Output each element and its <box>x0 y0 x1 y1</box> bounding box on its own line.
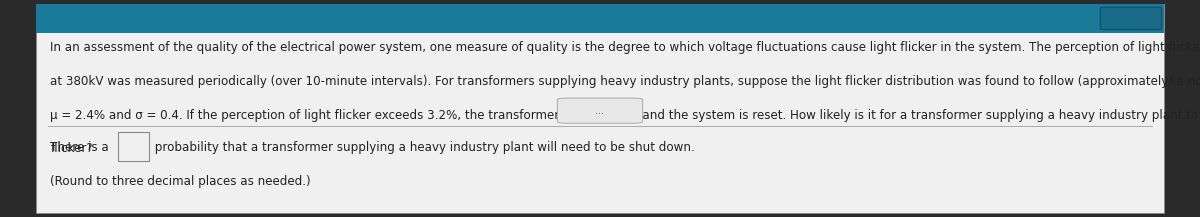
Text: There is a: There is a <box>50 141 113 154</box>
FancyBboxPatch shape <box>118 132 149 161</box>
Text: flicker?: flicker? <box>50 142 94 155</box>
FancyBboxPatch shape <box>36 4 1164 33</box>
Text: probability that a transformer supplying a heavy industry plant will need to be : probability that a transformer supplying… <box>151 141 695 154</box>
FancyBboxPatch shape <box>36 4 1164 213</box>
FancyBboxPatch shape <box>557 98 643 123</box>
Text: (Round to three decimal places as needed.): (Round to three decimal places as needed… <box>50 175 311 188</box>
FancyBboxPatch shape <box>1100 7 1162 30</box>
Text: at 380kV was measured periodically (over 10-minute intervals). For transformers : at 380kV was measured periodically (over… <box>50 75 1200 88</box>
Text: ...: ... <box>595 106 605 116</box>
Text: μ = 2.4% and σ = 0.4. If the perception of light flicker exceeds 3.2%, the trans: μ = 2.4% and σ = 0.4. If the perception … <box>50 108 1200 122</box>
Text: In an assessment of the quality of the electrical power system, one measure of q: In an assessment of the quality of the e… <box>50 41 1200 54</box>
